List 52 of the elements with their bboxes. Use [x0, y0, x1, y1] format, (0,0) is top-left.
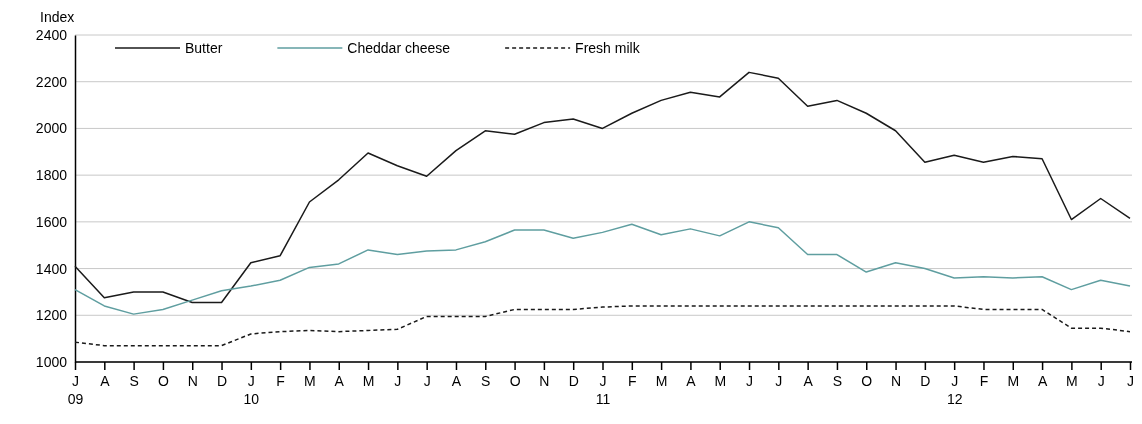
y-tick-label: 1400 — [35, 260, 68, 277]
x-tick-label: M — [304, 373, 316, 389]
y-tick-label: 2000 — [35, 120, 68, 137]
x-tick-label: J 12 — [946, 373, 963, 407]
x-tick-label: O — [157, 373, 169, 389]
line-series — [74, 221, 1131, 315]
x-tick-label: J — [775, 373, 783, 389]
y-tick-label: 1600 — [35, 213, 68, 230]
legend-label: Butter — [185, 40, 223, 56]
x-tick-label: M — [1007, 373, 1020, 389]
x-tick-label: N — [539, 373, 550, 389]
x-tick-label: F — [276, 373, 285, 389]
x-tick-label: J 11 — [595, 373, 611, 407]
x-tick-label: J — [1097, 373, 1105, 389]
x-tick-label: F — [979, 373, 989, 389]
x-tick-label: S — [481, 373, 491, 389]
y-tick-label: 1800 — [35, 167, 68, 184]
y-tick-label: 1200 — [35, 307, 68, 324]
x-tick-label: S — [129, 373, 139, 389]
y-tick-label: 2200 — [35, 73, 68, 90]
x-tick-label: N — [890, 373, 902, 389]
legend-label: Cheddar cheese — [347, 40, 451, 56]
y-tick-label: 1000 — [35, 353, 68, 370]
x-tick-label: J — [1127, 373, 1134, 389]
x-tick-label: D — [216, 373, 228, 389]
x-tick-label: M — [714, 373, 727, 389]
y-axis-title: Index — [40, 9, 75, 25]
x-tick-label: M — [655, 373, 668, 389]
x-tick-label: A — [451, 373, 462, 389]
x-tick-label: A — [803, 373, 814, 389]
x-tick-label: O — [509, 373, 521, 389]
x-tick-label: F — [628, 373, 637, 389]
x-tick-label: J — [423, 373, 431, 389]
x-tick-label: A — [100, 373, 111, 389]
y-tick-label: 2400 — [35, 26, 68, 43]
x-tick-label: M — [362, 373, 375, 389]
x-tick-label: M — [1066, 373, 1078, 389]
x-tick-label: J 10 — [243, 373, 260, 407]
x-tick-label: A — [334, 373, 345, 389]
x-tick-label: O — [861, 373, 873, 389]
line-series — [74, 305, 1131, 347]
x-tick-label: J 09 — [67, 373, 84, 407]
x-tick-label: D — [568, 373, 579, 389]
x-tick-label: D — [920, 373, 931, 389]
x-tick-label: S — [832, 373, 843, 389]
legend-label: Fresh milk — [575, 40, 641, 56]
x-tick-label: A — [1037, 373, 1048, 389]
x-tick-label: A — [686, 373, 697, 389]
x-tick-label: N — [187, 373, 198, 389]
x-tick-label: J — [746, 373, 754, 389]
line-series — [74, 71, 1131, 304]
x-tick-label: J — [394, 373, 402, 389]
